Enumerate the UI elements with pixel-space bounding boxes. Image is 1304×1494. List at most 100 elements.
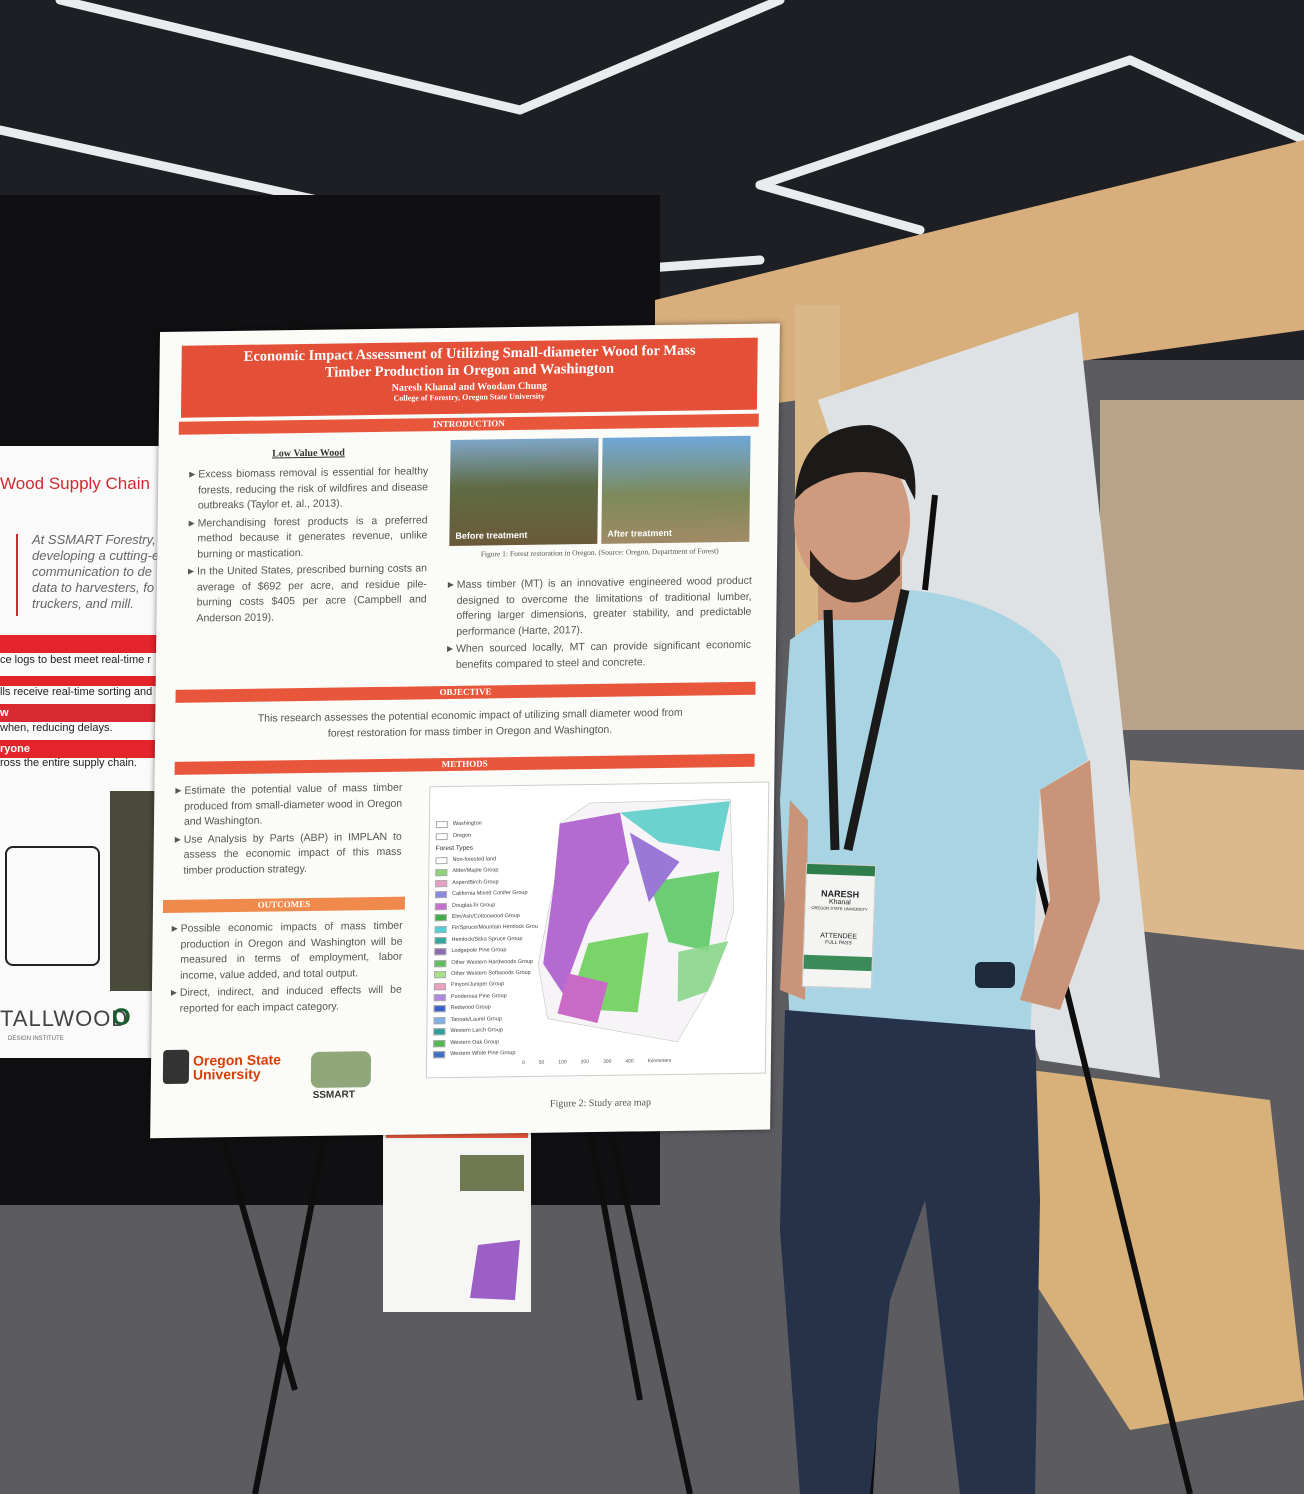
banner-line: when, reducing delays. bbox=[0, 722, 113, 734]
legend-label: Washington bbox=[452, 820, 482, 827]
banner-stripe bbox=[0, 635, 168, 653]
legend-label: Western Oak Group bbox=[450, 1038, 500, 1046]
banner-line: lls receive real-time sorting and bbox=[0, 686, 153, 698]
small-poster-map bbox=[470, 1240, 520, 1300]
poster-title: Economic Impact Assessment of Utilizing … bbox=[243, 342, 696, 381]
logo-text: SSMART bbox=[312, 1089, 355, 1101]
legend-state: Oregon bbox=[435, 831, 472, 843]
photo-label: Before treatment bbox=[455, 529, 528, 541]
legend: Non-forested land Alder/Maple Group Aspen/… bbox=[433, 854, 539, 1061]
legend-swatch bbox=[433, 1016, 446, 1025]
legend-swatch bbox=[435, 857, 448, 865]
legend-swatch bbox=[434, 948, 447, 956]
legend-swatch bbox=[433, 982, 446, 990]
bullet: Use Analysis by Parts (ABP) in IMPLAN to… bbox=[173, 829, 402, 879]
legend-label: Hemlock/Sitka Spruce Group bbox=[451, 935, 523, 943]
section-bar: OBJECTIVE bbox=[175, 681, 756, 703]
legend-item: California Mixed Conifer Group bbox=[435, 888, 538, 901]
quote-line: developing a cutting-e bbox=[32, 548, 160, 563]
legend-swatch bbox=[433, 1028, 446, 1036]
legend-state: Washington bbox=[435, 819, 482, 831]
methods-bullets: Estimate the potential value of mass tim… bbox=[173, 781, 402, 881]
photo-after: After treatment bbox=[601, 435, 751, 544]
ssmart-icon bbox=[310, 1051, 372, 1088]
legend-swatch bbox=[435, 868, 448, 876]
legend-label: Alder/Maple Group bbox=[452, 867, 499, 875]
small-poster-photo bbox=[460, 1155, 524, 1191]
easels bbox=[212, 494, 1193, 1494]
legend-swatch bbox=[433, 994, 446, 1002]
legend-item: Other Western Softwoods Group bbox=[434, 968, 537, 981]
legend-label: Oregon bbox=[452, 832, 472, 839]
banner-footer: TALLWOOD bbox=[0, 1006, 129, 1031]
osu-seal bbox=[162, 1049, 190, 1085]
mt-bullets: Mass timber (MT) is an innovative engine… bbox=[446, 574, 752, 675]
poster: Economic Impact Assessment of Utilizing … bbox=[150, 323, 780, 1139]
banner-footer: DESIGN INSTITUTE bbox=[8, 1036, 64, 1042]
banner-line: ryone bbox=[0, 743, 30, 755]
legend-label: Western White Pine Group bbox=[450, 1050, 516, 1057]
badge-pass: FULL PASS bbox=[825, 939, 852, 947]
map-scale: 0 50 100 200 300 400 Kilometers bbox=[522, 1058, 671, 1066]
booths bbox=[1100, 400, 1304, 730]
quote-line: data to harvesters, fo bbox=[32, 580, 155, 595]
quote-rule bbox=[16, 534, 18, 616]
legend-swatch bbox=[434, 902, 447, 911]
legend-label: Non-forested land bbox=[452, 856, 497, 863]
bullet: Possible economic impacts of mass timber… bbox=[170, 919, 403, 984]
legend-title: Forest Types bbox=[435, 844, 474, 853]
banner-stripe bbox=[0, 704, 168, 722]
legend-label: Douglas-fir Group bbox=[451, 901, 496, 909]
scale-label: 50 bbox=[538, 1059, 545, 1066]
title-banner: Economic Impact Assessment of Utilizing … bbox=[180, 337, 758, 418]
legend-swatch bbox=[434, 937, 447, 945]
badge-org: OREGON STATE UNIVERSITY bbox=[811, 905, 868, 912]
legend-swatch bbox=[434, 959, 447, 968]
badge-header bbox=[806, 863, 876, 877]
figure-caption: Figure 1: Forest restoration in Oregon. … bbox=[480, 546, 719, 559]
legend-swatch bbox=[434, 914, 447, 922]
photo-label: After treatment bbox=[607, 527, 672, 539]
objective-text: This research assesses the potential eco… bbox=[257, 706, 683, 740]
legend-swatch bbox=[435, 880, 448, 888]
bullet: Mass timber (MT) is an innovative engine… bbox=[446, 574, 752, 640]
legend-label: Ponderosa Pine Group bbox=[450, 993, 507, 1000]
scale-label: 200 bbox=[580, 1059, 590, 1066]
section-bar: METHODS bbox=[174, 753, 755, 775]
bullet: Direct, indirect, and induced effects wi… bbox=[170, 983, 402, 1017]
banner-stripe bbox=[0, 740, 168, 758]
subheading: Low Value Wood bbox=[272, 447, 345, 460]
legend-label: Western Larch Group bbox=[450, 1027, 503, 1035]
intro-bullets: Excess biomass removal is essential for … bbox=[186, 464, 428, 628]
scale-label: Kilometers bbox=[647, 1057, 672, 1065]
legend-swatch bbox=[434, 925, 447, 933]
legend-label: Redwood Group bbox=[450, 1004, 491, 1012]
photo-before: Before treatment bbox=[449, 437, 599, 546]
legend-label: California Mixed Conifer Group bbox=[452, 890, 528, 898]
legend-swatch bbox=[435, 891, 448, 899]
legend-item: Hemlock/Sitka Spruce Group bbox=[434, 934, 537, 947]
legend-swatch bbox=[433, 1051, 446, 1059]
legend-label: Pinyon/Juniper Group bbox=[450, 981, 505, 989]
bullet: When sourced locally, MT can provide sig… bbox=[446, 638, 751, 673]
banner-stripe bbox=[0, 676, 168, 686]
legend-label: Aspen/Birch Group bbox=[452, 879, 499, 886]
banner-line: ross the entire supply chain. bbox=[0, 757, 137, 769]
section-bar: OUTCOMES bbox=[162, 896, 406, 914]
study-map bbox=[537, 798, 735, 1043]
banner-footer: O bbox=[112, 1004, 131, 1031]
scale-label: 300 bbox=[602, 1058, 612, 1065]
map-figure: Washington Oregon Forest Types Non-fores… bbox=[425, 781, 770, 1079]
bullet: In the United States, prescribed burning… bbox=[186, 561, 427, 626]
quote-line: communication to de bbox=[32, 564, 152, 579]
wood-platform bbox=[1130, 760, 1304, 950]
legend-label: Lodgepole Pine Group bbox=[451, 947, 507, 955]
bullet: Estimate the potential value of mass tim… bbox=[174, 781, 403, 831]
logo-text: Oregon State University bbox=[192, 1051, 282, 1083]
quote-line: At SSMART Forestry, w bbox=[32, 532, 169, 547]
banner-line: w bbox=[0, 707, 9, 719]
wood-bench bbox=[1020, 1070, 1304, 1430]
legend-swatch bbox=[433, 1039, 446, 1047]
